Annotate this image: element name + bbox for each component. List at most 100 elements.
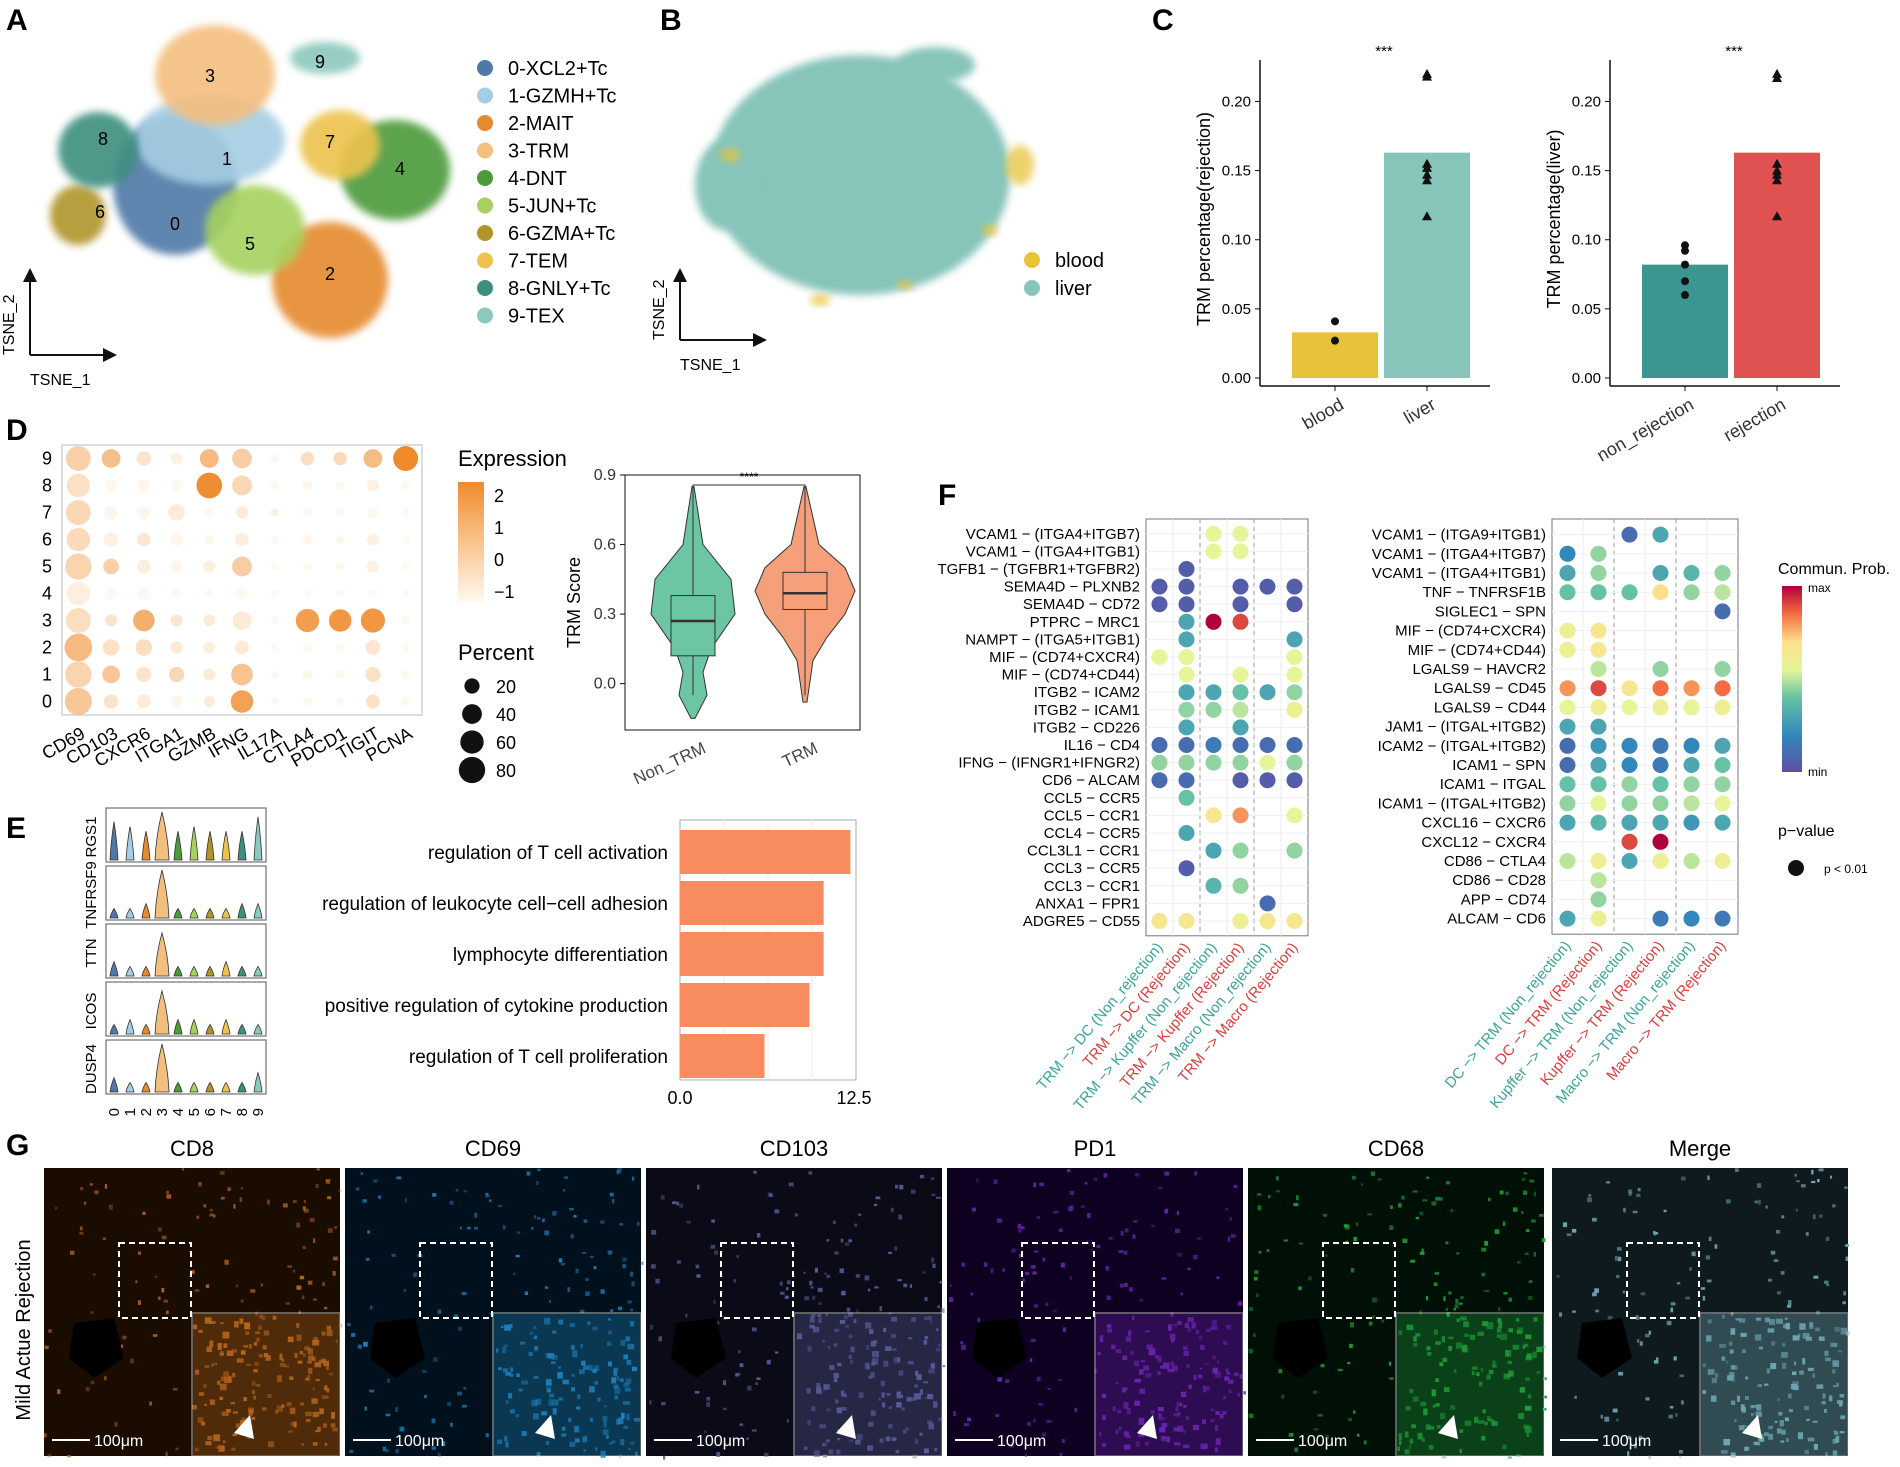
cluster-5-region [205, 185, 305, 275]
stain-signal [513, 1272, 516, 1275]
stain-signal [631, 1281, 635, 1287]
expression-dot [295, 608, 320, 633]
stain-signal [163, 1299, 168, 1303]
violin-shape [205, 831, 215, 861]
y-axis-title: TRM Score [564, 557, 584, 648]
stain-signal [54, 1207, 58, 1210]
communication-dot [1205, 737, 1222, 753]
inset-signal [1832, 1369, 1836, 1374]
stain-signal [1030, 1338, 1036, 1343]
inset-signal [1730, 1328, 1736, 1335]
stain-signal [489, 1199, 492, 1202]
stain-signal [1527, 1296, 1533, 1301]
data-point [1681, 241, 1689, 250]
violin-row-frame [105, 981, 267, 1037]
ligand-receptor-label: ALCAM − CD6 [1447, 911, 1546, 928]
stain-signal [1134, 1173, 1140, 1177]
inset-signal [1163, 1436, 1169, 1442]
stain-signal [1824, 1408, 1827, 1413]
stain-signal [1714, 1373, 1719, 1378]
stain-signal [812, 1295, 816, 1300]
inset-signal [1150, 1410, 1155, 1414]
stain-signal [323, 1306, 328, 1310]
stain-signal [825, 1313, 829, 1317]
stain-signal [533, 1215, 537, 1219]
inset-signal [919, 1389, 924, 1395]
stain-signal [142, 1211, 146, 1215]
stain-signal [580, 1309, 585, 1313]
ligand-receptor-label: MIF − (CD74+CXCR4) [1395, 623, 1546, 640]
stain-signal [1239, 1374, 1243, 1379]
expression-dot [235, 640, 249, 655]
expression-dot [335, 481, 345, 490]
stain-signal [1353, 1236, 1357, 1242]
communication-dot [1232, 772, 1249, 789]
inset-signal [868, 1329, 874, 1334]
stain-signal [1355, 1222, 1359, 1226]
expression-dot [135, 639, 153, 656]
expression-dot [303, 589, 312, 598]
inset-signal [870, 1410, 876, 1416]
stain-signal [1421, 1248, 1424, 1254]
inset-signal [1702, 1390, 1707, 1394]
data-point [1331, 317, 1339, 326]
stain-signal [1357, 1433, 1360, 1437]
stain-signal [924, 1335, 929, 1340]
stain-signal [1349, 1322, 1355, 1328]
inset-signal [1440, 1412, 1446, 1420]
stain-signal [1571, 1228, 1577, 1233]
stain-signal [1453, 1307, 1456, 1311]
stain-signal [85, 1386, 90, 1392]
communication-dot [1178, 631, 1195, 648]
stain-signal [716, 1452, 721, 1457]
ligand-receptor-label: MIF − (CD74+CXCR4) [989, 649, 1140, 666]
stain-signal [970, 1292, 973, 1296]
stain-signal [1176, 1211, 1180, 1216]
violin-shape [154, 869, 170, 919]
ligand-receptor-label: CCL5 − CCR1 [1044, 807, 1140, 824]
expression-dot [302, 669, 313, 680]
stain-signal [313, 1298, 317, 1301]
stain-signal [1126, 1435, 1132, 1439]
stain-signal [196, 1215, 200, 1219]
inset-signal [1123, 1387, 1128, 1391]
inset-signal [1737, 1395, 1741, 1402]
expression-dot [365, 666, 381, 683]
communication-dot [1590, 680, 1607, 697]
stain-signal [825, 1439, 830, 1443]
inset-signal [819, 1424, 827, 1429]
stain-signal [1450, 1208, 1454, 1213]
inset-signal [893, 1357, 901, 1364]
expression-dot [65, 446, 91, 471]
stain-signal [923, 1381, 929, 1384]
stain-signal [607, 1318, 612, 1321]
violin-shape [189, 826, 199, 861]
stain-signal [1118, 1250, 1124, 1254]
inset-signal [864, 1362, 870, 1370]
stain-signal [369, 1389, 375, 1393]
inset-signal [504, 1435, 508, 1442]
stain-signal [1805, 1232, 1809, 1236]
stain-signal [232, 1433, 238, 1437]
inset-signal [1411, 1424, 1416, 1429]
violin-shape [154, 811, 170, 861]
stain-signal [1607, 1315, 1613, 1320]
stain-signal [1507, 1455, 1512, 1459]
enrichment-bar [680, 881, 824, 925]
stain-signal [855, 1274, 861, 1278]
inset-signal [1191, 1322, 1196, 1329]
stain-signal [1533, 1317, 1538, 1322]
stain-signal [326, 1325, 332, 1330]
communication-dot [1232, 525, 1249, 542]
gene-label-ICOS: ICOS [83, 993, 100, 1030]
expression-dot [170, 452, 183, 465]
inset-signal [239, 1318, 244, 1324]
stain-signal [1313, 1428, 1319, 1431]
stain-signal [1459, 1429, 1464, 1433]
stain-signal [391, 1253, 396, 1257]
stain-signal [890, 1207, 894, 1213]
communication-dot [1178, 684, 1195, 701]
stain-signal [1350, 1267, 1355, 1273]
violin-row-frame [105, 807, 267, 863]
